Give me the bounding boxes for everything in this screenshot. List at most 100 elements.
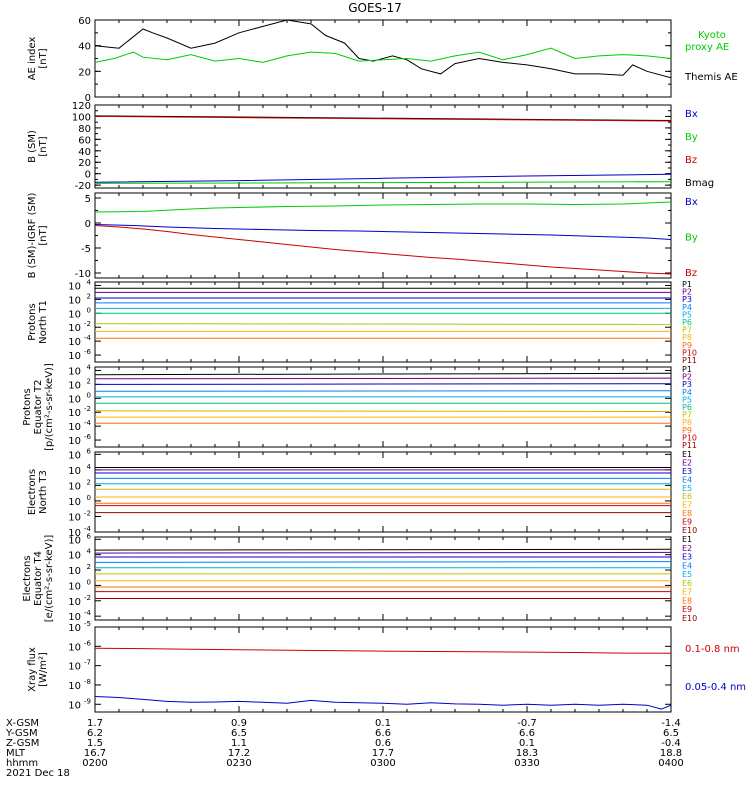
y-tick-label: 10 (68, 394, 81, 405)
legend-entry: E5 (682, 570, 692, 579)
y-axis-label: Xray flux (27, 647, 38, 692)
series-line-by (95, 181, 671, 184)
legend-entry: E1 (682, 535, 692, 544)
y-tick-exponent: -4 (84, 419, 92, 427)
ephemeris-row-label: X-GSM (6, 718, 39, 729)
legend-entry: E9 (682, 518, 692, 527)
y-tick-label: 10 (68, 436, 81, 447)
legend-entry: P10 (682, 348, 697, 357)
y-tick-label: -10 (75, 269, 91, 280)
legend-entry: E9 (682, 605, 692, 614)
y-tick-exponent: -2 (84, 594, 91, 602)
y-tick-label: 10 (68, 642, 81, 653)
y-tick-label: 10 (68, 581, 81, 592)
series-group (95, 372, 671, 424)
panel-frame (94, 281, 672, 363)
y-tick-label: 10 (68, 408, 81, 419)
ephemeris-value: 16.7 (84, 748, 106, 759)
series-line-e4 (95, 561, 671, 563)
y-axis-label: [p/(cm²-s-sr-keV)] (44, 363, 55, 451)
y-tick-label: 10 (68, 566, 81, 577)
panel-frame (94, 451, 672, 533)
legend-entry: By (685, 233, 698, 244)
ephemeris-value: 0300 (370, 758, 395, 769)
series-group (95, 287, 671, 339)
legend-entry: proxy AE (685, 42, 729, 53)
y-tick-label: 80 (78, 124, 91, 135)
legend-entry: E2 (682, 544, 692, 553)
legend-entry: E6 (682, 492, 692, 501)
series-line-p2 (95, 377, 671, 380)
y-tick-label: 10 (68, 295, 81, 306)
y-tick-label: 10 (68, 700, 81, 711)
legend-entry: P3 (682, 380, 692, 389)
y-tick-label: -20 (75, 181, 91, 192)
y-tick-label: 10 (68, 450, 81, 461)
legend-entry: P9 (682, 426, 692, 435)
ephemeris-value: 1.1 (231, 738, 247, 749)
legend-entry: 0.05-0.4 nm (685, 682, 746, 693)
y-tick-exponent: 6 (87, 532, 92, 540)
y-tick-exponent: -6 (84, 639, 92, 647)
legend-entry: By (685, 132, 698, 143)
legend-entry: P7 (682, 411, 692, 420)
y-tick-label: 10 (68, 351, 81, 362)
y-tick-exponent: -2 (84, 405, 91, 413)
series-line-0-1-0-8-nm (95, 647, 671, 654)
legend-entry: E4 (682, 561, 692, 570)
y-tick-label: 10 (68, 366, 81, 377)
ephemeris-value: 0200 (82, 758, 107, 769)
legend-entry: P8 (682, 418, 692, 427)
y-tick-label: 40 (78, 42, 91, 53)
y-tick-label: 20 (78, 158, 91, 169)
legend-entry: E4 (682, 475, 692, 484)
y-axis-label: Electrons (27, 469, 38, 515)
legend-entry: Kyoto (698, 30, 726, 41)
ephemeris-value: -0.7 (517, 718, 537, 729)
y-tick-label: 120 (72, 101, 91, 112)
series-group (95, 20, 671, 79)
y-tick-label: -5 (81, 244, 91, 255)
series-line-kyoto-proxy-ae (95, 47, 671, 63)
y-axis-label: B (SM) (27, 130, 38, 163)
legend-entry: P6 (682, 318, 692, 327)
y-tick-exponent: 0 (87, 391, 91, 399)
y-tick-exponent: -7 (84, 659, 91, 667)
y-tick-label: 10 (68, 551, 81, 562)
y-tick-label: 100 (72, 112, 91, 123)
y-tick-exponent: -5 (84, 620, 91, 628)
y-tick-exponent: -6 (84, 433, 92, 441)
ephemeris-value: 17.2 (228, 748, 250, 759)
ephemeris-value: 6.5 (663, 728, 679, 739)
y-axis-label: [nT] (38, 225, 49, 245)
y-tick-exponent: 2 (87, 563, 91, 571)
ephemeris-value: 1.7 (87, 718, 103, 729)
legend-entry: Themis AE (684, 72, 738, 83)
y-tick-label: 10 (68, 528, 81, 539)
series-line-by (95, 201, 671, 213)
ephemeris-row-label: Z-GSM (6, 738, 39, 749)
y-tick-label: 10 (68, 623, 81, 634)
series-line-bz (95, 115, 671, 122)
series-line-p1 (95, 372, 671, 376)
y-tick-exponent: 4 (87, 548, 92, 556)
y-tick-label: 10 (68, 662, 81, 673)
ephemeris-value: 18.3 (516, 748, 538, 759)
ephemeris-value: 6.5 (231, 728, 247, 739)
y-tick-label: 10 (68, 281, 81, 292)
series-group (95, 548, 671, 599)
y-tick-label: 10 (68, 309, 81, 320)
y-tick-label: 0 (85, 170, 91, 181)
y-tick-label: 10 (68, 497, 81, 508)
y-tick-label: 20 (78, 67, 91, 78)
y-axis-label: Protons (22, 388, 33, 425)
ephemeris-value: 6.6 (519, 728, 535, 739)
chart-title: GOES-17 (348, 1, 402, 15)
legend-entry: P11 (682, 441, 697, 450)
y-axis-label: Protons (27, 303, 38, 340)
